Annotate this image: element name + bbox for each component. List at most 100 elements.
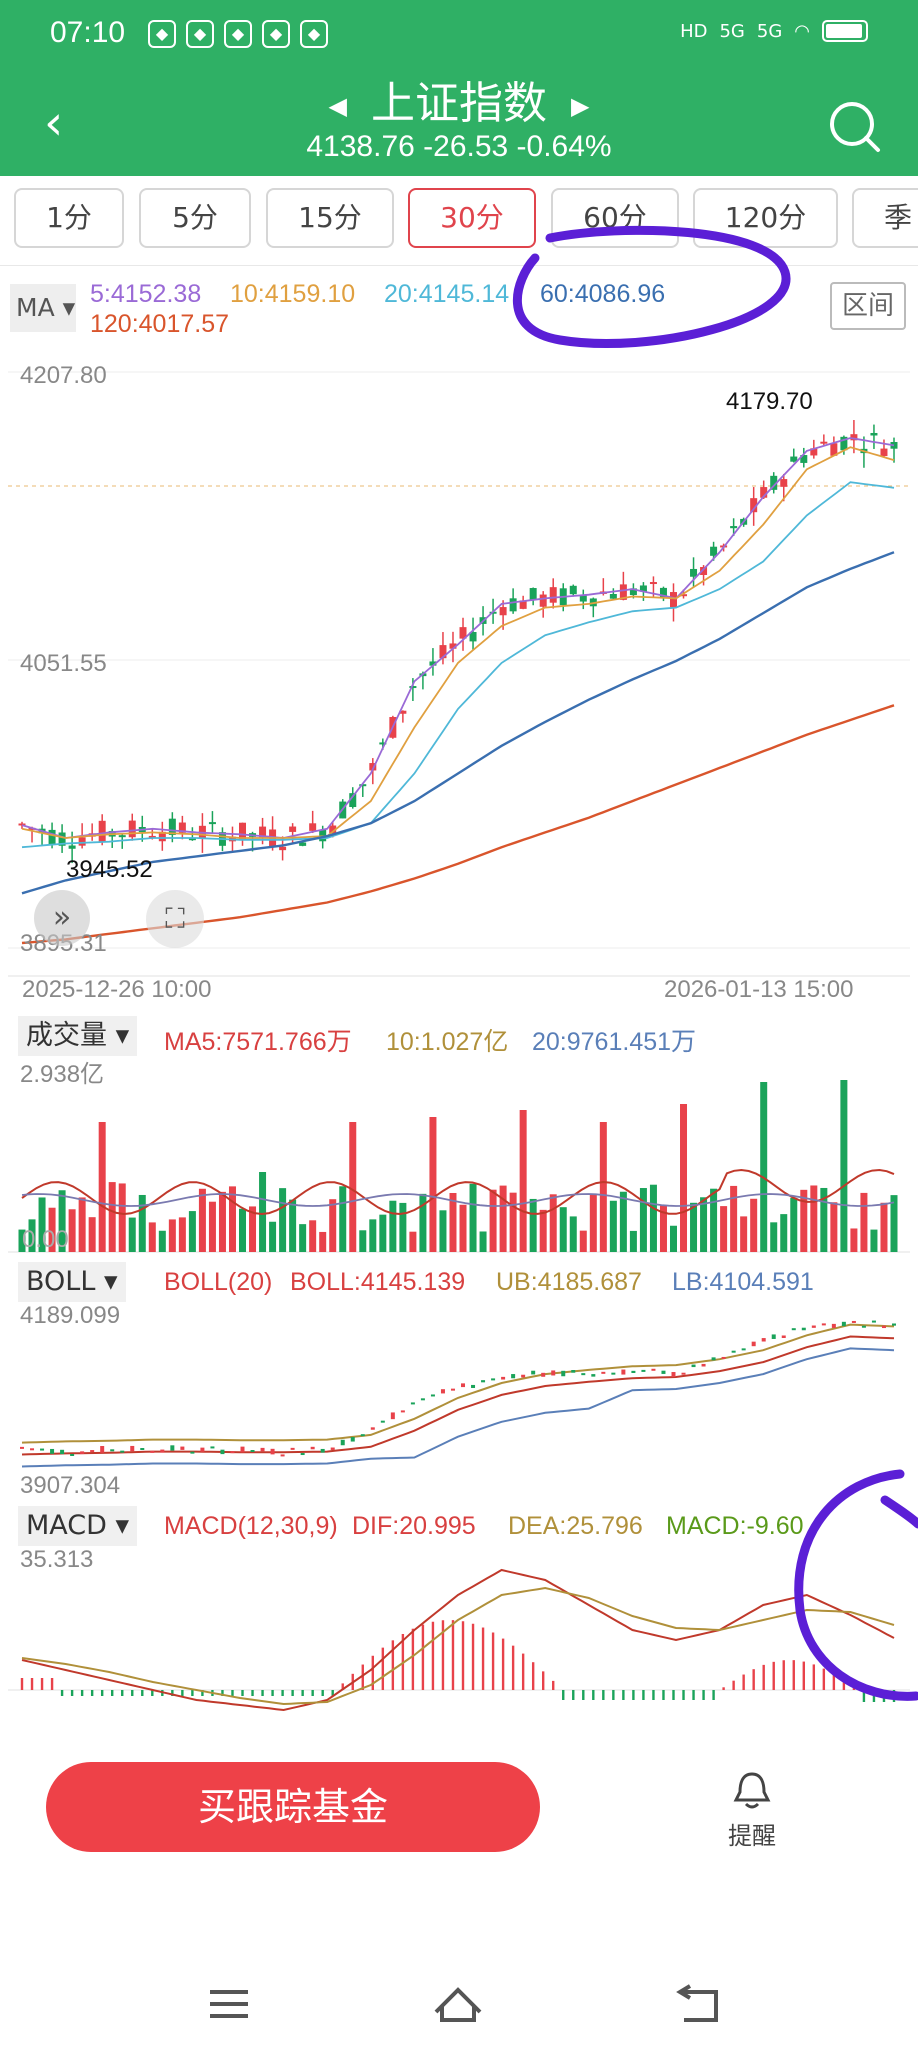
candle-body — [830, 443, 838, 456]
tab-5min[interactable]: 5分 — [139, 188, 251, 248]
app-notification-icon: ◆ — [262, 20, 290, 48]
signal-icon: 5G — [756, 20, 783, 42]
kline-chart[interactable] — [0, 350, 918, 1010]
candle-body — [279, 846, 287, 851]
tab-1min[interactable]: 1分 — [14, 188, 124, 248]
ma60-value: 60:4086.96 — [540, 280, 666, 308]
back-chevron-icon[interactable]: ‹ — [44, 95, 64, 151]
tab-30min[interactable]: 30分 — [408, 188, 536, 248]
boll-candle — [721, 1356, 726, 1359]
boll-candle — [571, 1370, 576, 1373]
volume-bar — [68, 1209, 76, 1252]
ma-line-ma5 — [21, 437, 895, 839]
boll-candle — [290, 1447, 295, 1450]
system-indicators: HD 5G 5G ◠ — [680, 20, 868, 42]
boll-candle — [450, 1388, 455, 1391]
boll-ub-line — [21, 1323, 895, 1444]
volume-bar — [700, 1197, 708, 1252]
boll-candle — [461, 1383, 466, 1388]
candle-body — [639, 585, 647, 592]
boll-candle — [661, 1370, 666, 1374]
tab-quarter[interactable]: 季 — [852, 188, 918, 248]
macd-dea-value: DEA:25.796 — [508, 1512, 643, 1540]
volume-bar — [730, 1185, 738, 1252]
candle-body — [178, 822, 186, 833]
vol-bottom-label: 0.00 — [22, 1226, 69, 1253]
boll-candle — [90, 1450, 95, 1453]
boll-candle — [200, 1447, 205, 1452]
boll-candle — [370, 1427, 375, 1430]
boll-candle — [240, 1446, 245, 1453]
candle-body — [329, 825, 337, 834]
candle-body — [529, 588, 537, 600]
prev-index-icon[interactable]: ◀ — [328, 92, 347, 120]
volume-bar — [680, 1104, 688, 1252]
search-icon[interactable] — [826, 98, 882, 154]
candle-body — [18, 823, 26, 826]
boll-candle — [701, 1363, 706, 1367]
boll-candle — [260, 1447, 265, 1452]
candle-body — [118, 835, 126, 838]
app-header: ‹ ◀ 上证指数 ▶ 4138.76 -26.53 -0.64% — [0, 74, 918, 176]
volume-bar — [158, 1230, 166, 1252]
boll-candle — [501, 1376, 506, 1380]
candle-body — [750, 498, 758, 513]
volume-bar — [289, 1199, 297, 1252]
candle-body — [700, 567, 708, 575]
next-index-icon[interactable]: ▶ — [571, 92, 590, 120]
volume-bar — [379, 1214, 387, 1252]
candle-body — [148, 835, 156, 839]
boll-indicator-select[interactable]: BOLL ▾ — [18, 1262, 126, 1302]
date-start: 2025-12-26 10:00 — [22, 976, 212, 1003]
boll-candle — [410, 1402, 415, 1405]
candle-body — [409, 686, 417, 689]
volume-bar — [740, 1216, 748, 1252]
boll-candle — [190, 1451, 195, 1454]
volume-indicator-select[interactable]: 成交量 ▾ — [18, 1016, 138, 1056]
boll-chart[interactable] — [0, 1300, 918, 1496]
boll-candle — [300, 1453, 305, 1456]
tab-15min[interactable]: 15分 — [266, 188, 394, 248]
boll-candle — [551, 1370, 556, 1376]
ma-indicator-select[interactable]: MA ▾ — [10, 284, 76, 332]
home-icon[interactable] — [434, 1987, 482, 2022]
remind-button[interactable]: 提醒 — [720, 1770, 784, 1851]
volume-bar — [649, 1184, 657, 1252]
volume-bar — [459, 1204, 467, 1252]
candle-body — [579, 595, 587, 602]
buy-tracking-fund-button[interactable]: 买跟踪基金 — [46, 1762, 540, 1852]
app-notification-icon: ◆ — [300, 20, 328, 48]
volume-bar — [539, 1209, 547, 1252]
expand-arrows-icon[interactable]: » — [34, 890, 90, 946]
macd-dif-line — [21, 1568, 895, 1712]
boll-candle — [821, 1323, 826, 1326]
boll-candle — [631, 1370, 636, 1373]
back-nav-icon[interactable] — [676, 1984, 718, 2022]
candle-body — [359, 784, 367, 787]
boll-candle — [801, 1327, 806, 1331]
boll-candle — [270, 1448, 275, 1455]
boll-candle — [70, 1454, 75, 1456]
range-button[interactable]: 区间 — [830, 282, 906, 330]
candle-body — [188, 838, 196, 841]
macd-indicator-select[interactable]: MACD ▾ — [18, 1506, 138, 1546]
vol-max-label: 2.938亿 — [20, 1061, 105, 1088]
candle-body — [690, 568, 698, 577]
page-title: 上证指数 — [371, 78, 547, 129]
hand-annotation-circle — [513, 225, 791, 349]
menu-icon[interactable] — [210, 1990, 248, 2018]
candle-body — [760, 487, 768, 498]
macd-chart[interactable] — [0, 1540, 918, 1716]
volume-bar — [18, 1229, 26, 1252]
boll-candle — [741, 1348, 746, 1351]
boll-candle — [350, 1437, 355, 1442]
volume-bar — [228, 1186, 236, 1252]
volume-bar — [218, 1191, 226, 1252]
candle-body — [649, 582, 657, 585]
fullscreen-icon[interactable]: ⛶ — [146, 890, 204, 948]
volume-chart[interactable] — [0, 1080, 918, 1256]
candle-body — [659, 587, 667, 598]
boll-candle — [771, 1334, 776, 1339]
candle-body — [449, 643, 457, 649]
volume-bar — [519, 1110, 527, 1252]
